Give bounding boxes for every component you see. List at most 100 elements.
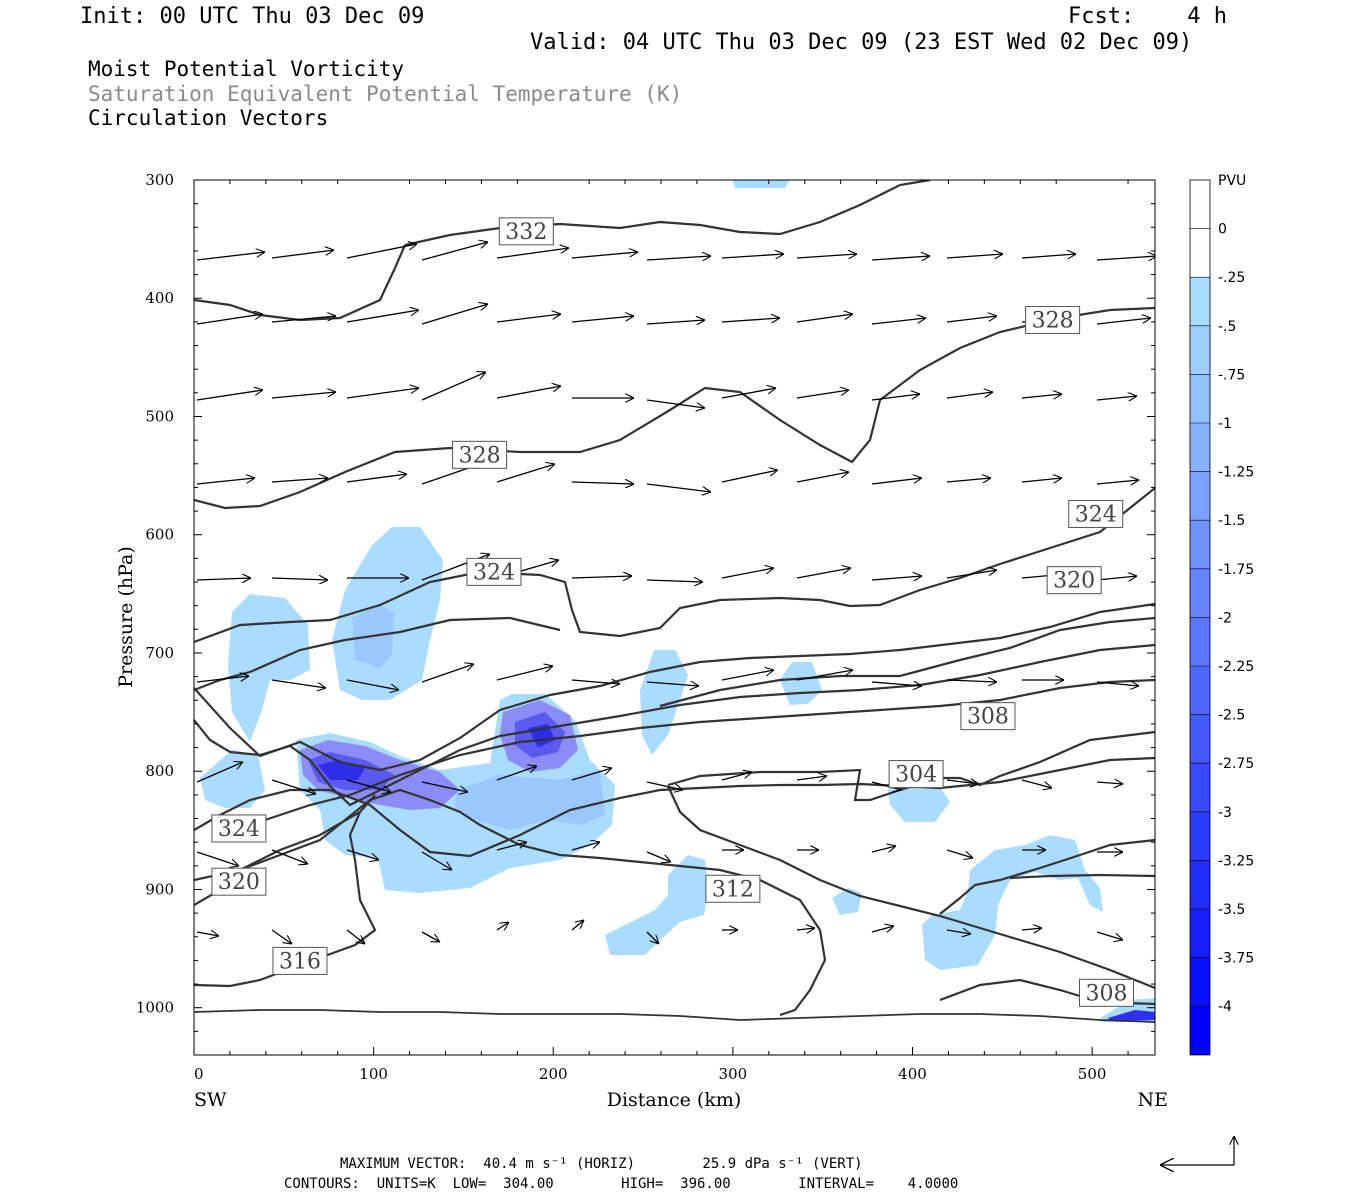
- contour-label: 332: [498, 217, 554, 246]
- wind-vector: [946, 478, 991, 482]
- wind-vector: [196, 478, 255, 485]
- wind-vector: [721, 670, 774, 681]
- pv-region: [733, 180, 790, 188]
- contour-line-328-upper: [194, 244, 407, 322]
- wind-vector: [796, 928, 815, 930]
- contour-line-inner-e: [939, 838, 1155, 915]
- theta-es-contours: [194, 180, 1155, 1023]
- y-tick-label: 500: [145, 407, 174, 425]
- contour-label: 328: [452, 440, 508, 469]
- wind-vector: [946, 780, 979, 784]
- pv-region: [228, 594, 310, 742]
- wind-vector: [496, 314, 561, 323]
- wind-vector: [1096, 318, 1151, 325]
- wind-vector: [196, 762, 243, 783]
- colorbar-swatch: [1190, 374, 1210, 424]
- colorbar-swatch: [1190, 811, 1210, 861]
- plot-frame: [193, 179, 1156, 1056]
- svg-text:308: 308: [967, 705, 1009, 730]
- wind-vector: [421, 781, 468, 792]
- wind-vector: [721, 568, 774, 579]
- svg-text:312: 312: [712, 877, 754, 902]
- contour-label: 320: [211, 867, 267, 896]
- wind-vector: [571, 680, 620, 684]
- wind-vector: [946, 930, 971, 934]
- wind-vector: [496, 842, 527, 851]
- x-axis: 0 100 200 300 400 500: [193, 180, 1129, 1083]
- pv-region: [640, 650, 688, 755]
- colorbar-level-label: -.5: [1218, 319, 1236, 335]
- wind-vector: [1021, 779, 1052, 788]
- wind-vector: [496, 386, 561, 399]
- valid-time: Valid: 04 UTC Thu 03 Dec 09 (23 EST Wed …: [530, 30, 1193, 55]
- contour-line-inner-f: [1009, 873, 1155, 880]
- wind-vector: [571, 316, 634, 323]
- x-tick-label: 0: [194, 1065, 204, 1083]
- wind-vector: [571, 842, 600, 851]
- contour-label: 320: [1046, 566, 1102, 595]
- colorbar-level-label: -1.75: [1218, 562, 1254, 578]
- colorbar-swatch: [1190, 180, 1210, 230]
- wind-vector: [721, 772, 752, 781]
- wind-vector: [1096, 256, 1155, 260]
- wind-vector: [496, 766, 537, 781]
- wind-vector: [946, 254, 1003, 258]
- contour-line-312: [194, 643, 1155, 807]
- wind-vector: [196, 390, 263, 401]
- colorbar-level-label: 0: [1218, 222, 1227, 238]
- colorbar-swatch: [1190, 617, 1210, 667]
- contour-line-332: [404, 180, 931, 247]
- wind-vector: [1021, 928, 1042, 930]
- wind-vector: [271, 316, 336, 323]
- wind-vector: [346, 244, 417, 259]
- colorbar-swatch: [1190, 1006, 1210, 1056]
- wind-vector: [871, 926, 894, 932]
- wind-vector: [271, 578, 328, 580]
- wind-vector: [271, 478, 328, 482]
- y-tick-label: 1000: [136, 999, 174, 1017]
- contour-line-316: [194, 602, 1155, 772]
- wind-vector: [421, 851, 452, 870]
- x-tick-label: 200: [539, 1065, 568, 1083]
- wind-vector: [946, 570, 997, 579]
- colorbar-level-label: -2.75: [1218, 756, 1254, 772]
- wind-vector: [796, 670, 853, 681]
- svg-text:328: 328: [459, 443, 501, 468]
- wind-vector: [796, 776, 827, 780]
- contour-label: 324: [211, 814, 267, 843]
- wind-vector: [346, 929, 365, 944]
- wind-vector: [1096, 931, 1123, 940]
- pv-colorbar: PVU 0 -.25 -.5 -.75 -1 -1.25 -1.5 -1.75 -2 -2.25 -2…: [1189, 173, 1254, 1056]
- colorbar-level-label: -4: [1218, 999, 1232, 1015]
- y-tick-label: 400: [145, 289, 174, 307]
- wind-vector: [646, 781, 683, 790]
- x-tick-label: 400: [898, 1065, 927, 1083]
- colorbar-swatch: [1190, 568, 1210, 618]
- colorbar-swatch: [1190, 277, 1210, 327]
- wind-vector: [721, 470, 778, 483]
- contour-line-308: [264, 678, 1155, 822]
- wind-vector: [1021, 478, 1062, 482]
- wind-vector: [496, 248, 569, 259]
- contour-info-text: CONTOURS: UNITS=K LOW= 304.00 HIGH= 396.…: [284, 1176, 959, 1192]
- colorbar-level-label: -1: [1218, 416, 1232, 432]
- wind-vector: [571, 482, 634, 484]
- contour-label: 312: [705, 874, 761, 903]
- contour-line-328-lower: [194, 306, 1155, 510]
- colorbar-units: PVU: [1218, 173, 1246, 189]
- wind-vector: [421, 304, 488, 325]
- wind-vector: [796, 254, 857, 258]
- field-title-mpv: Moist Potential Vorticity: [88, 57, 405, 81]
- wind-vector: [946, 680, 997, 682]
- wind-vector: [871, 318, 926, 325]
- wind-vector: [571, 920, 584, 931]
- y-tick-label: 900: [145, 880, 174, 898]
- wind-vector: [946, 392, 993, 399]
- pv-shading: [200, 180, 1155, 1022]
- wind-vector: [1096, 396, 1137, 400]
- wind-vector: [1021, 394, 1062, 398]
- wind-vector: [346, 849, 379, 860]
- contour-line-320: [194, 616, 561, 692]
- colorbar-level-label: -2.25: [1218, 659, 1254, 675]
- colorbar-level-label: -3.25: [1218, 853, 1254, 869]
